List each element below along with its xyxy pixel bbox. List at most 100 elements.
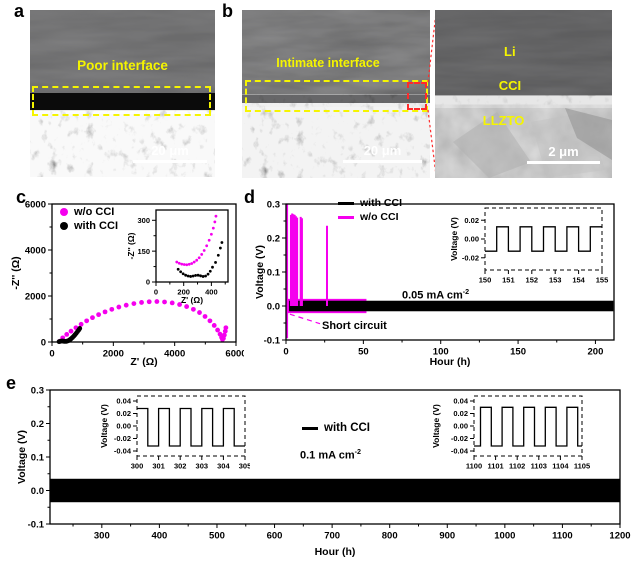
svg-text:Voltage (V): Voltage (V) [16, 430, 28, 484]
svg-text:-0.1: -0.1 [28, 519, 45, 530]
svg-text:150: 150 [479, 276, 492, 285]
svg-text:Hour (h): Hour (h) [430, 356, 471, 368]
svg-text:300: 300 [137, 216, 150, 225]
svg-text:Z' (Ω): Z' (Ω) [130, 356, 157, 368]
svg-text:1200: 1200 [609, 531, 630, 542]
with-cci-label: with CCI [74, 220, 118, 232]
legend-row: with CCI [302, 422, 370, 434]
svg-text:-Z'' (Ω): -Z'' (Ω) [10, 256, 22, 289]
cycling-inset-1100-1105: 1100 1101 1102 1103 1104 1105 0.04 0.02 0.00 -0.0… [431, 395, 590, 495]
magnified-region-box [407, 82, 427, 110]
wo-cci-label: w/o CCI [74, 206, 115, 218]
svg-text:153: 153 [549, 276, 562, 285]
with-cci-label: with CCI [324, 422, 370, 434]
scalebar-b-left-bar [343, 160, 422, 163]
svg-text:150: 150 [510, 347, 526, 358]
svg-text:Hour (h): Hour (h) [511, 485, 544, 495]
svg-text:305: 305 [239, 462, 250, 471]
cycling-chart-005: 0 50 100 150 200 -0.1 0.0 0.1 0.2 0.3 Hour (h) Volt… [254, 199, 615, 368]
svg-text:0.1: 0.1 [31, 452, 45, 463]
svg-text:302: 302 [174, 462, 187, 471]
svg-text:Voltage (V): Voltage (V) [99, 404, 109, 448]
svg-text:0.02: 0.02 [464, 216, 479, 225]
svg-text:1101: 1101 [487, 462, 503, 471]
cycling-inset-300-305: 300 301 302 303 304 305 0.04 0.02 0.00 -0.02 -0.04… [99, 395, 250, 495]
svg-text:2000: 2000 [103, 349, 124, 360]
svg-text:4000: 4000 [25, 245, 46, 256]
panel-b-label: b [222, 1, 233, 21]
svg-text:-0.1: -0.1 [264, 335, 281, 346]
svg-text:500: 500 [209, 531, 225, 542]
svg-text:400: 400 [205, 288, 218, 297]
sem-a-texture [30, 10, 215, 177]
svg-text:0.02: 0.02 [116, 409, 131, 418]
scalebar-b-left-text: 20 μm [363, 143, 402, 158]
sem-image-intimate-interface: Intimate interface 20 μm [242, 10, 430, 178]
svg-text:0: 0 [154, 288, 158, 297]
svg-text:-0.02: -0.02 [114, 434, 131, 443]
svg-text:151: 151 [502, 276, 515, 285]
svg-text:155: 155 [596, 276, 609, 285]
current-density-text: 0.1 mA cm [300, 449, 355, 462]
with-cci-line-marker [338, 201, 354, 205]
cci-region-label: CCI [498, 78, 522, 93]
svg-text:0.02: 0.02 [453, 409, 468, 418]
svg-text:301: 301 [152, 462, 165, 471]
svg-text:1100: 1100 [552, 531, 573, 542]
scalebar-a-bar [133, 160, 207, 163]
svg-text:Hour (h): Hour (h) [174, 485, 207, 495]
cycling-chart-01: 300 400 500 600 700 800 900 1000 1100 1200 -0.1 0.0… [16, 385, 631, 558]
wo-cci-line-marker [338, 215, 354, 219]
svg-text:0: 0 [283, 347, 288, 358]
poor-interface-caption: Poor interface [77, 58, 168, 73]
svg-text:200: 200 [177, 288, 190, 297]
interface-highlight-box-b [245, 80, 428, 112]
svg-text:-Z'' (Ω): -Z'' (Ω) [126, 232, 136, 259]
svg-text:Hour (h): Hour (h) [315, 546, 356, 558]
svg-text:50: 50 [358, 347, 369, 358]
svg-text:100: 100 [433, 347, 449, 358]
svg-text:800: 800 [382, 531, 398, 542]
svg-text:6000: 6000 [225, 349, 244, 360]
svg-text:Z' (Ω): Z' (Ω) [181, 295, 203, 305]
svg-text:0.3: 0.3 [31, 385, 44, 396]
svg-text:300: 300 [94, 531, 110, 542]
svg-text:1104: 1104 [552, 462, 569, 471]
with-cci-label: with CCI [360, 197, 402, 209]
svg-text:400: 400 [151, 531, 167, 542]
svg-text:1103: 1103 [531, 462, 547, 471]
svg-text:4000: 4000 [164, 349, 185, 360]
svg-text:-0.02: -0.02 [451, 434, 468, 443]
nyquist-inset-chart: 0 200 400 0 150 300 Z' (Ω) -Z'' (Ω) [126, 209, 229, 305]
svg-text:0.2: 0.2 [267, 233, 280, 244]
svg-text:-0.04: -0.04 [114, 447, 132, 456]
legend-row: w/o CCI [60, 206, 118, 218]
cycling-legend-e: with CCI [302, 422, 370, 436]
svg-text:1105: 1105 [574, 462, 590, 471]
cycling-legend-d: with CCI w/o CCI [338, 197, 402, 225]
scalebar-a-text: 20 μm [151, 143, 189, 158]
current-density-sup: -2 [462, 288, 470, 296]
panel-a-label: a [14, 1, 25, 21]
svg-text:6000: 6000 [25, 199, 46, 210]
legend-row: w/o CCI [338, 211, 402, 223]
svg-text:1100: 1100 [466, 462, 482, 471]
svg-text:Voltage (V): Voltage (V) [431, 404, 441, 448]
svg-text:0.1: 0.1 [267, 267, 281, 278]
svg-text:900: 900 [439, 531, 455, 542]
svg-text:Voltage (V): Voltage (V) [254, 245, 266, 299]
panel-d-label: d [244, 187, 255, 207]
svg-text:0.3: 0.3 [267, 199, 280, 210]
current-density-sup: -2 [354, 448, 361, 456]
svg-text:152: 152 [526, 276, 539, 285]
svg-text:2000: 2000 [25, 291, 46, 302]
svg-text:304: 304 [217, 462, 230, 471]
sem-b-left-texture [242, 10, 430, 178]
legend-row: with CCI [338, 197, 402, 209]
svg-text:0.2: 0.2 [31, 419, 44, 430]
legend-row: with CCI [60, 220, 118, 232]
wo-cci-label: w/o CCI [360, 211, 399, 223]
